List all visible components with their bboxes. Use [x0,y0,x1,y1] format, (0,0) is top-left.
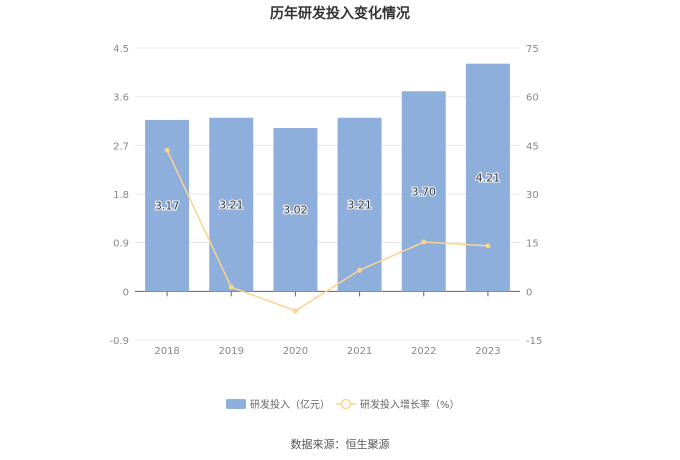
legend-marker-line [340,398,352,410]
bar [273,128,318,292]
bar [401,91,446,292]
bar-data-label: 4.21 [476,172,501,185]
y-left-tick-label: 1.8 [113,190,129,201]
x-tick-label: 2021 [347,346,372,357]
data-source: 数据来源：恒生聚源 [290,438,390,451]
y-right-tick-label: 15 [526,239,539,250]
legend-swatch-bar [226,399,246,409]
legend-label-line: 研发投入增长率（%） [360,398,460,411]
line-point [357,267,363,273]
line-point [228,284,234,290]
y-left-tick-label: 4.5 [113,44,129,55]
bar [337,117,382,292]
y-left-tick-label: 3.6 [113,93,129,104]
bar-data-label: 3.21 [219,199,244,212]
y-right-tick-label: 30 [526,190,539,201]
legend-label-bar: 研发投入（亿元） [250,398,330,411]
line-point [485,243,491,249]
growth-line [166,149,488,312]
line-point [292,308,298,314]
line-point [421,239,427,245]
y-left-tick-label: 2.7 [113,141,129,152]
bar-data-label: 3.17 [155,200,180,213]
y-right-tick-label: -15 [526,336,542,347]
x-tick-label: 2019 [219,346,244,357]
bar [465,63,510,292]
bar-data-label: 3.70 [412,185,437,198]
y-right-tick-label: 45 [526,141,539,152]
x-tick-label: 2023 [475,346,500,357]
y-right-tick-label: 75 [526,44,539,55]
bar [209,117,254,292]
y-right-tick-label: 0 [526,287,532,298]
y-left-tick-label: 0 [123,287,129,298]
bar-data-label: 3.21 [347,199,372,212]
y-left-tick-label: -0.9 [109,336,129,347]
y-left-tick-label: 0.9 [113,239,129,250]
x-tick-label: 2018 [154,346,179,357]
bar-data-label: 3.02 [283,204,308,217]
y-right-tick-label: 60 [526,93,539,104]
chart-title: 历年研发投入变化情况 [270,6,410,22]
x-tick-label: 2022 [411,346,436,357]
line-point [164,147,170,153]
x-tick-label: 2020 [283,346,308,357]
